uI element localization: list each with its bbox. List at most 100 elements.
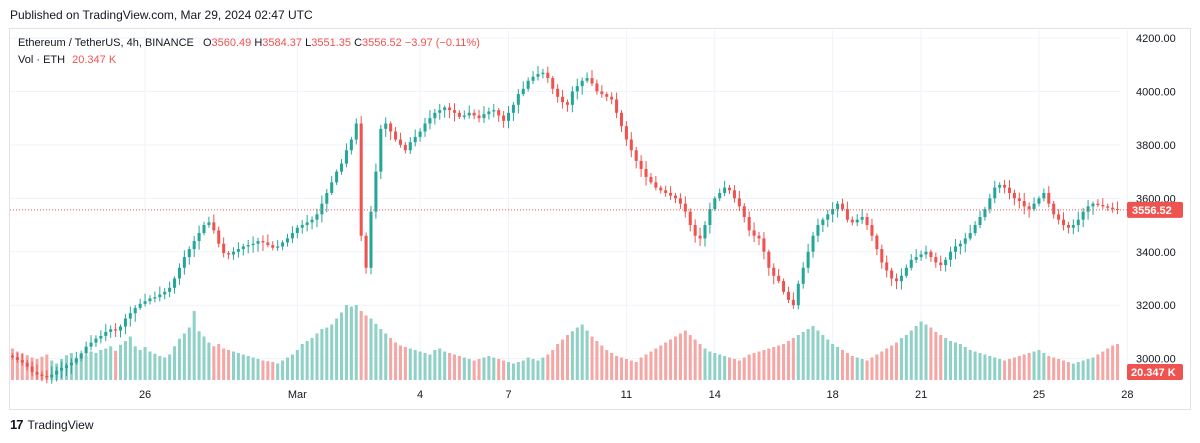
volume-bar [1101, 351, 1105, 380]
volume-bar [443, 351, 447, 380]
candle-body [811, 235, 815, 252]
volume-bar [330, 324, 334, 380]
candle-body [344, 150, 348, 164]
close-value: 3556.52 [362, 37, 402, 49]
volume-label[interactable]: Vol · ETH [18, 54, 66, 66]
volume-bar [713, 353, 717, 380]
candle-body [924, 251, 928, 255]
volume-bar [241, 354, 245, 380]
volume-bar [546, 354, 550, 380]
candle-body [281, 242, 285, 247]
candle-body [433, 112, 437, 119]
volume-bar [384, 333, 388, 380]
candle-body [443, 107, 447, 111]
volume-bar [958, 344, 962, 380]
volume-bar [654, 348, 658, 380]
candle-body [816, 225, 820, 236]
volume-bar [683, 330, 687, 380]
candle-body [413, 136, 417, 143]
brand-label: TradingView [27, 417, 94, 432]
volume-bar [624, 359, 628, 380]
volume-bar [128, 336, 132, 380]
candle-body [55, 370, 59, 375]
last-price-label: 3556.52 [1132, 205, 1172, 217]
candle-body [703, 225, 707, 239]
volume-bar [217, 344, 221, 380]
volume-bar [575, 327, 579, 380]
volume-bar [531, 359, 535, 380]
volume-bar [364, 315, 368, 380]
candle-body [973, 225, 977, 234]
volume-bar [924, 324, 928, 380]
candle-body [669, 192, 673, 196]
candle-body [467, 112, 471, 116]
volume-bar [934, 332, 938, 380]
volume-bar [438, 348, 442, 380]
candle-body [678, 198, 682, 204]
volume-bar [285, 357, 290, 380]
candle-body [60, 367, 64, 371]
volume-bar [403, 347, 407, 380]
tradingview-logo-icon: 17 [10, 417, 24, 432]
candle-body [310, 219, 314, 223]
candle-body [325, 192, 329, 204]
x-tick-label: 21 [915, 389, 927, 401]
volume-bar [595, 341, 599, 380]
volume-bar [880, 351, 884, 380]
volume-bar [1106, 348, 1110, 380]
volume-bar [629, 360, 633, 380]
candle-body [74, 358, 78, 363]
candle-body [890, 270, 894, 279]
volume-bar [236, 353, 240, 380]
candle-body [585, 78, 589, 81]
volume-bar [939, 335, 943, 380]
candle-body [236, 249, 240, 252]
candle-body [909, 259, 913, 268]
candle-body [880, 249, 884, 263]
candle-body [379, 128, 383, 172]
y-tick-label: 3200.00 [1136, 300, 1176, 312]
candle-body [462, 115, 466, 117]
candle-body [899, 275, 903, 282]
candle-body [644, 168, 648, 177]
volume-bar [74, 357, 78, 380]
candle-body [747, 217, 751, 231]
volume-bar [865, 360, 869, 380]
volume-bar [757, 351, 761, 380]
candle-body [953, 246, 957, 252]
candle-body [158, 294, 162, 298]
volume-bar [791, 338, 795, 380]
candle-body [723, 187, 727, 193]
volume-bar [673, 336, 678, 380]
candle-body [349, 139, 353, 151]
volume-bar [836, 347, 840, 380]
volume-bar [1116, 344, 1120, 380]
candle-body [605, 94, 609, 97]
volume-bar [231, 351, 235, 380]
candle-body [801, 267, 805, 284]
candle-body [340, 163, 344, 172]
volume-bar [89, 351, 93, 380]
volume-bar [408, 348, 412, 380]
volume-bar [664, 342, 668, 380]
open-label: O [202, 37, 212, 49]
candle-body [384, 123, 388, 129]
volume-bar [1052, 357, 1056, 380]
volume-bar [521, 360, 525, 380]
candle-body [168, 287, 172, 292]
candle-body [506, 112, 511, 121]
volume-bar [123, 341, 127, 380]
candle-body [133, 307, 137, 314]
volume-bar [619, 357, 624, 380]
volume-bar [153, 353, 157, 380]
volume-bar [870, 357, 874, 380]
candle-body [840, 203, 845, 210]
y-tick-label: 3000.00 [1136, 354, 1176, 366]
volume-bar [428, 354, 432, 380]
tradingview-brand[interactable]: 17 TradingView [10, 417, 94, 432]
candle-body [1007, 187, 1012, 193]
volume-bar [359, 311, 363, 380]
candle-body [885, 262, 889, 271]
symbol-title[interactable]: Ethereum / TetherUS, 4h, BINANCE [18, 37, 194, 49]
